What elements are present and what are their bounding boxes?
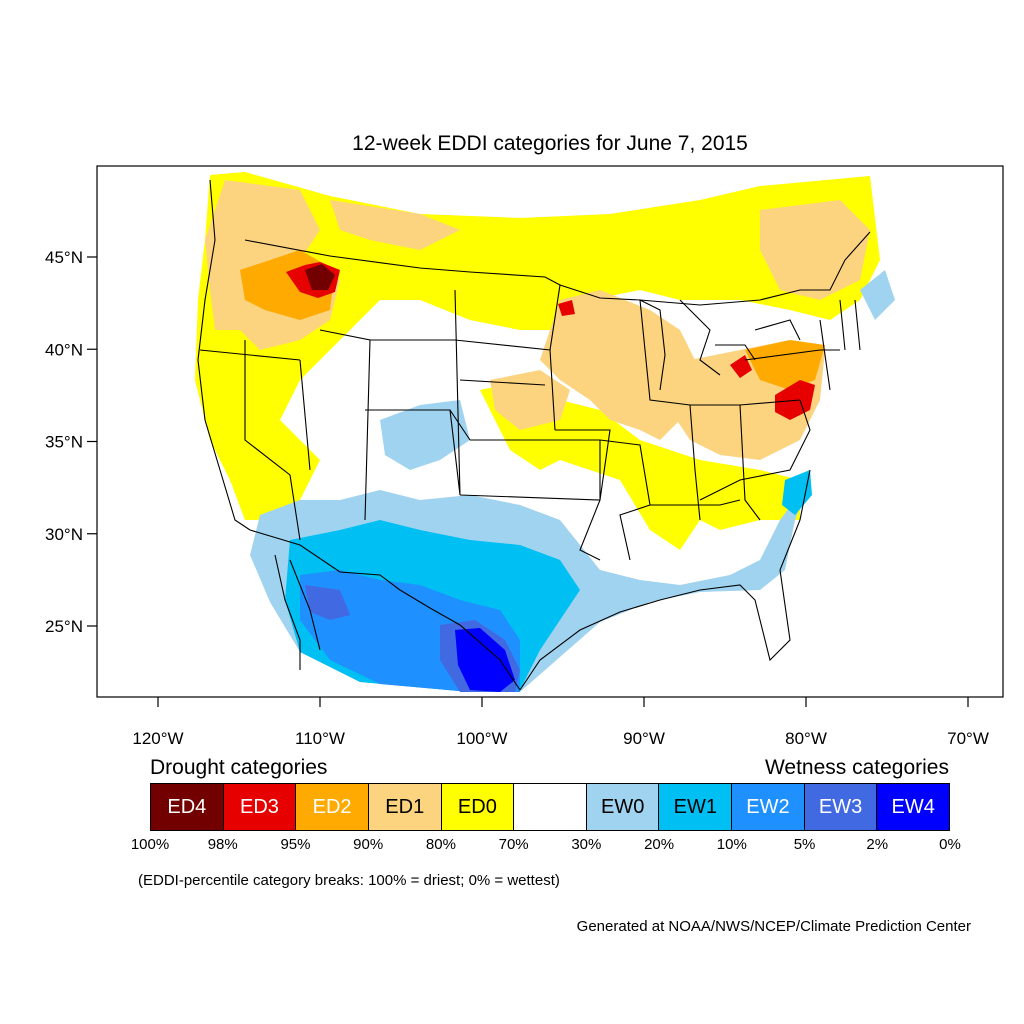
patch-ed4-idaho xyxy=(305,264,335,290)
lon-label: 110°W xyxy=(295,729,345,748)
patch-ew4-southtexas xyxy=(455,628,515,692)
legend-box-ew4: EW4 xyxy=(877,784,950,830)
patch-ed3-ohio xyxy=(730,355,752,378)
map-panel xyxy=(185,172,895,692)
drought-heading: Drought categories xyxy=(150,756,328,779)
patch-ew1-atlantic xyxy=(782,470,812,515)
map-frame xyxy=(96,165,1004,698)
wetness-heading: Wetness categories xyxy=(764,756,949,779)
patch-ed0-north xyxy=(195,172,880,520)
legend-box-ed4: ED4 xyxy=(151,784,224,830)
legend-box-ed3: ED3 xyxy=(223,784,297,830)
category-note: (EDDI-percentile category breaks: 100% =… xyxy=(138,872,560,889)
borders xyxy=(197,179,871,691)
patch-ed1-canada xyxy=(330,200,460,250)
legend-box-ew2: EW2 xyxy=(732,784,805,830)
legend-box-ew0: EW0 xyxy=(586,784,660,830)
lon-label: 120°W xyxy=(132,729,183,748)
axis-ticks: 45°N 40°N 35°N 30°N 25°N 120°W 110°W 100°W 90°W 8… xyxy=(45,248,989,748)
break-label: 95% xyxy=(280,836,311,853)
lat-label: 45°N xyxy=(45,248,83,267)
break-label: 20% xyxy=(644,836,675,853)
us-canada-border xyxy=(244,231,871,306)
break-label: 5% xyxy=(793,836,816,853)
state-lines-east xyxy=(639,299,861,501)
break-label: 0% xyxy=(939,836,961,853)
coastline xyxy=(197,179,811,691)
break-label: 2% xyxy=(866,836,889,853)
patch-ed1-northeast xyxy=(760,200,870,300)
patch-ed3-iowa xyxy=(558,300,575,316)
legend-box-ed1: ED1 xyxy=(368,784,442,830)
category-legend: ED4 ED3 ED2 ED1 ED0 EW0 EW1 EW2 EW3 EW4 xyxy=(150,783,950,831)
legend-box-ed2: ED2 xyxy=(296,784,369,830)
credit-line: Generated at NOAA/NWS/NCEP/Climate Predi… xyxy=(576,918,971,935)
lat-label: 30°N xyxy=(45,525,83,544)
category-patches xyxy=(195,172,895,692)
patch-ed1-upper-midwest xyxy=(540,290,700,440)
lon-label: 80°W xyxy=(785,729,827,748)
us-mexico-border xyxy=(249,529,521,691)
lon-label: 100°W xyxy=(456,729,507,748)
patch-ew0-colorado xyxy=(380,400,470,470)
lat-label: 40°N xyxy=(45,340,83,359)
great-lakes xyxy=(639,299,801,391)
break-label: 30% xyxy=(571,836,602,853)
patch-ew0-maine xyxy=(860,270,895,320)
break-label: 98% xyxy=(207,836,238,853)
baja-coast xyxy=(274,554,321,670)
percentile-breaks: 100% 98% 95% 90% 80% 70% 30% 20% 10% 5% 2% 0% xyxy=(131,836,961,856)
lon-label: 90°W xyxy=(623,729,665,748)
break-label: 80% xyxy=(425,836,456,853)
lat-label: 25°N xyxy=(45,617,83,636)
break-label: 10% xyxy=(716,836,747,853)
break-label: 90% xyxy=(353,836,384,853)
legend-box-ed0: ED0 xyxy=(441,784,515,830)
lon-label: 70°W xyxy=(947,729,989,748)
patch-ew3-mexico xyxy=(305,585,350,620)
map-title: 12-week EDDI categories for June 7, 2015 xyxy=(352,132,748,155)
legend-box-ew3: EW3 xyxy=(804,784,878,830)
break-label: 70% xyxy=(498,836,529,853)
break-label: 100% xyxy=(130,836,170,853)
lat-label: 35°N xyxy=(45,433,83,452)
state-lines-central xyxy=(459,284,761,561)
patch-ed1-nebraska xyxy=(490,370,570,430)
legend-box-ew1: EW1 xyxy=(659,784,733,830)
legend-box-normal xyxy=(514,784,587,830)
patch-ed0-midwest xyxy=(480,380,800,550)
